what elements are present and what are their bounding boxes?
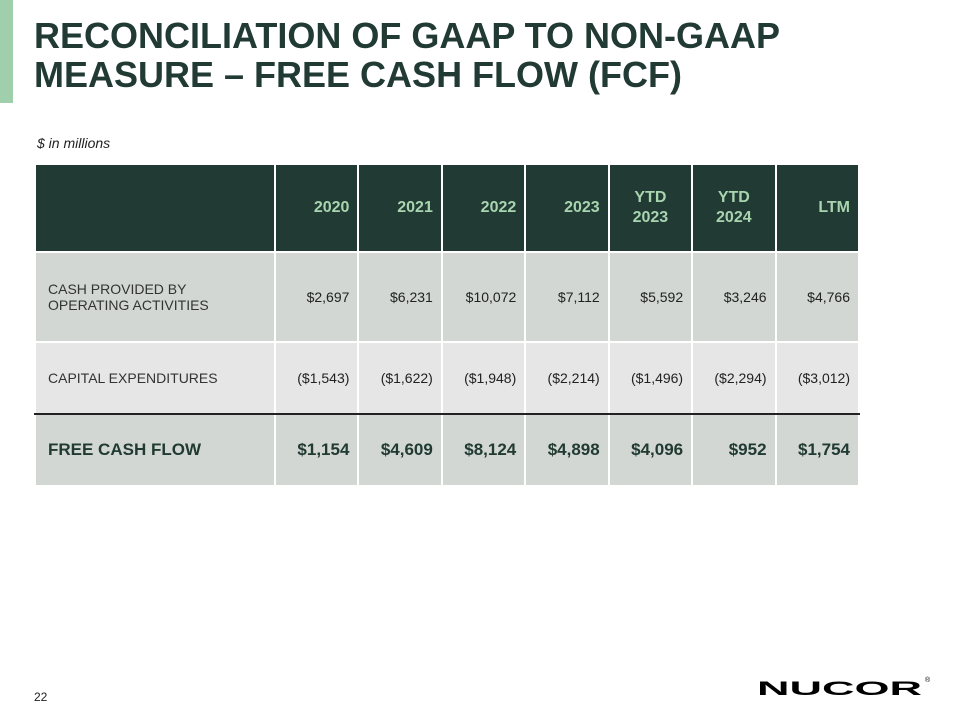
page-number: 22: [34, 690, 48, 704]
table-header: 2020 2021 2022 2023 YTD 2023 YTD 2024 LTM: [34, 163, 861, 253]
cell-value: $4,898: [524, 413, 610, 487]
table-row: CASH PROVIDED BY OPERATING ACTIVITIES $2,…: [34, 251, 861, 343]
col-header: 2021: [357, 163, 443, 253]
cell-value: $6,231: [357, 251, 443, 343]
cell-value: $4,096: [607, 413, 694, 487]
cell-value: ($2,214): [524, 341, 610, 415]
cell-value: ($1,948): [440, 341, 527, 415]
cell-value: $4,766: [774, 251, 861, 343]
cell-value: $4,609: [357, 413, 443, 487]
cell-value: $1,754: [774, 413, 861, 487]
col-header: YTD 2023: [607, 163, 694, 253]
header-blank: [34, 163, 276, 253]
cell-value: $3,246: [691, 251, 777, 343]
col-header: 2023: [524, 163, 610, 253]
fcf-table: 2020 2021 2022 2023 YTD 2023 YTD 2024 LTM …: [34, 163, 861, 487]
cell-value: $5,592: [607, 251, 694, 343]
row-label: CAPITAL EXPENDITURES: [34, 341, 276, 415]
col-header: 2022: [440, 163, 527, 253]
cell-value: $10,072: [440, 251, 527, 343]
accent-bar: [0, 0, 13, 103]
cell-value: $8,124: [440, 413, 527, 487]
cell-value: ($3,012): [774, 341, 861, 415]
row-label: FREE CASH FLOW: [34, 413, 276, 487]
col-header: LTM: [774, 163, 861, 253]
row-label: CASH PROVIDED BY OPERATING ACTIVITIES: [34, 251, 276, 343]
cell-value: $2,697: [273, 251, 360, 343]
table-row: FREE CASH FLOW $1,154 $4,609 $8,124 $4,898 $4…: [34, 413, 861, 487]
col-header: YTD 2024: [691, 163, 777, 253]
col-header: 2020: [273, 163, 360, 253]
svg-text:NUCOR: NUCOR: [757, 677, 923, 699]
svg-text:®: ®: [925, 676, 931, 684]
cell-value: $7,112: [524, 251, 610, 343]
page-title: RECONCILIATION OF GAAP TO NON-GAAP MEASUR…: [34, 15, 781, 95]
table-row: CAPITAL EXPENDITURES ($1,543) ($1,622) ($1,…: [34, 341, 861, 415]
nucor-logo: NUCOR ®: [757, 676, 931, 699]
cell-value: $1,154: [273, 413, 360, 487]
cell-value: ($1,622): [357, 341, 443, 415]
cell-value: ($1,543): [273, 341, 360, 415]
cell-value: ($2,294): [691, 341, 777, 415]
cell-value: ($1,496): [607, 341, 694, 415]
cell-value: $952: [691, 413, 777, 487]
units-note: $ in millions: [37, 135, 111, 151]
